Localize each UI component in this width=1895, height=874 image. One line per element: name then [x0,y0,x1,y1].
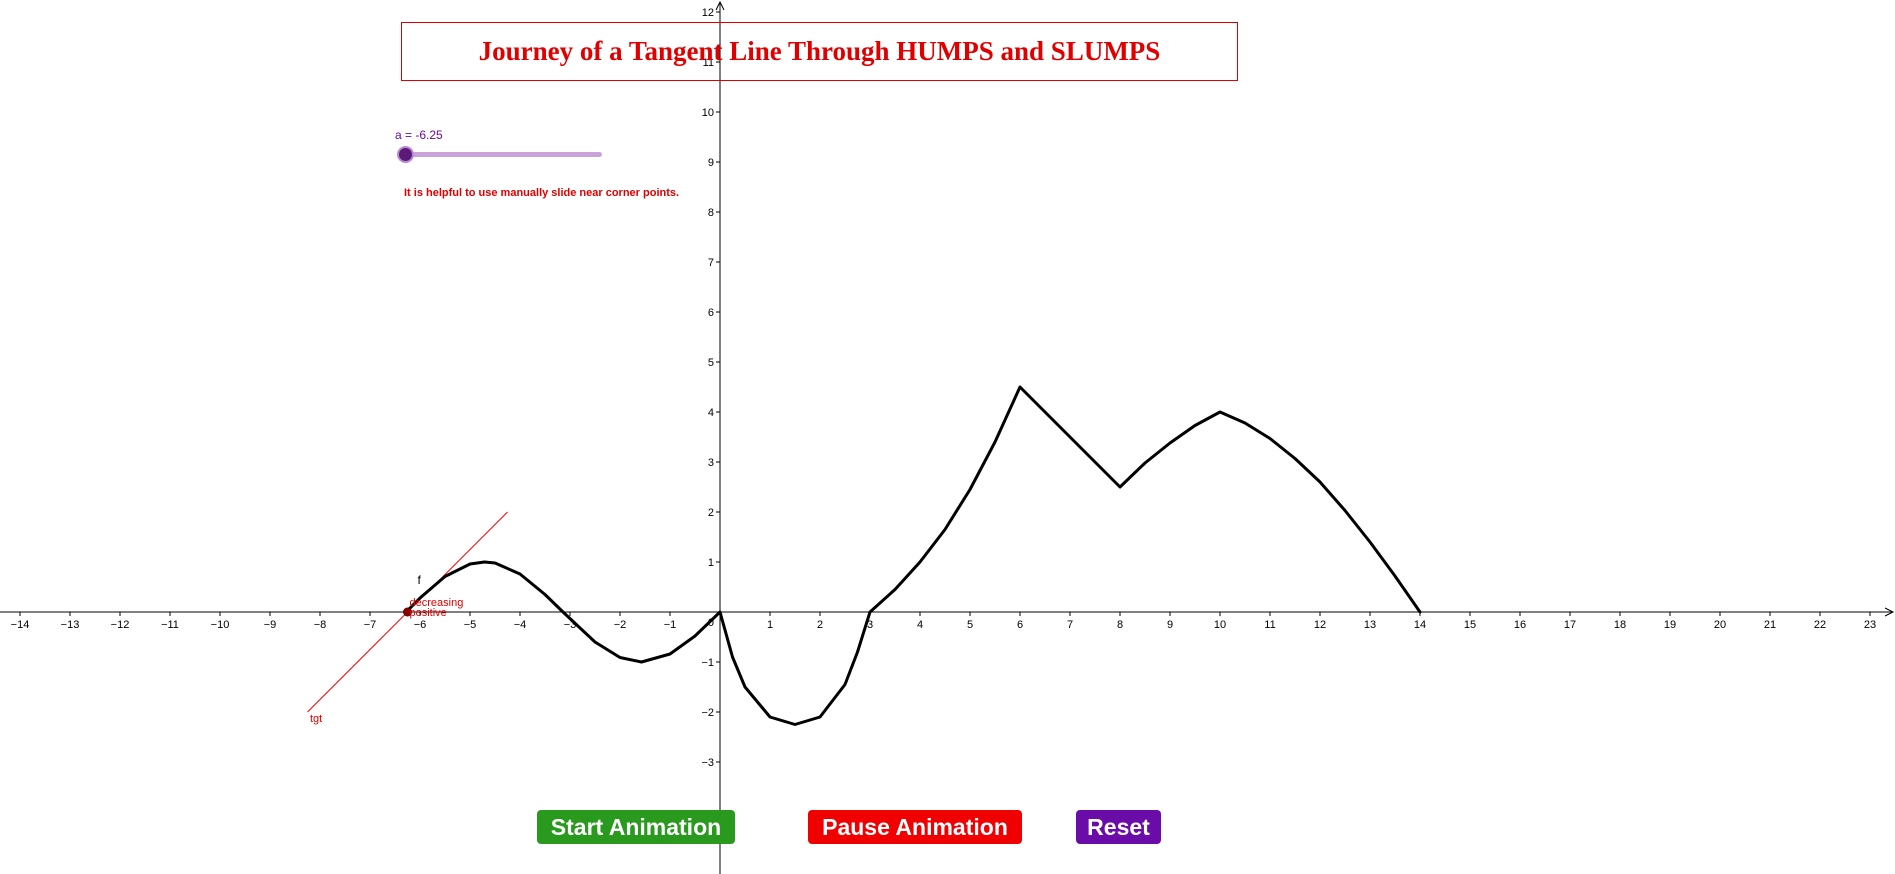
x-tick-label: 3 [867,619,873,631]
start-animation-button[interactable]: Start Animation [537,810,735,844]
x-tick-label: −7 [364,619,377,631]
y-tick-label: −1 [701,657,714,669]
y-tick-label: −2 [701,707,714,719]
x-axis-arrow [1884,607,1895,617]
x-tick-label: −4 [514,619,527,631]
x-tick-label: 15 [1464,619,1476,631]
x-tick-label: −10 [211,619,230,631]
x-tick-label: −12 [111,619,130,631]
hint-text: It is helpful to use manually slide near… [404,187,680,199]
x-tick-label: −11 [161,619,179,631]
x-tick-label: −1 [664,619,677,631]
y-tick-label: 1 [708,557,714,569]
x-tick-label: 12 [1314,619,1326,631]
tangent-point-layer[interactable] [403,607,412,617]
x-tick-label: 10 [1214,619,1226,631]
y-tick-label: 4 [708,407,714,419]
y-tick-label: −3 [701,757,714,769]
y-tick-label: 3 [708,457,714,469]
title-box: Journey of a Tangent Line Through HUMPS … [401,22,1238,81]
pause-animation-button[interactable]: Pause Animation [808,810,1022,844]
x-tick-label: 4 [917,619,923,631]
x-tick-label: 6 [1017,619,1023,631]
function-label: f [418,573,422,587]
x-tick-label: 7 [1067,619,1073,631]
x-tick-label: 18 [1614,619,1626,631]
axis-ticks: −14 −13 −12 −11 −10 −9 −8 −7 −6 −5 −4 −3 −2 −1 1 2 3 4 5 6 7… [11,7,1876,769]
x-tick-label: −13 [61,619,80,631]
y-tick-label: 11 [703,57,714,69]
y-tick-label: 9 [708,157,714,169]
x-tick-label: −5 [464,619,477,631]
x-tick-label: 2 [817,619,823,631]
x-tick-label: 5 [967,619,973,631]
y-tick-label: 6 [708,307,714,319]
x-tick-label: 22 [1814,619,1826,631]
x-tick-label: 14 [1414,619,1426,631]
origin-label: 0 [708,617,714,629]
y-tick-label: 10 [702,107,714,119]
y-axis-arrow [715,0,725,11]
y-tick-label: 8 [708,207,714,219]
slider-value-label: a = -6.25 [395,128,443,142]
x-tick-label: 23 [1864,619,1876,631]
x-tick-label: 8 [1117,619,1123,631]
x-tick-label: 9 [1167,619,1173,631]
x-tick-label: 16 [1514,619,1526,631]
sign-status-label: positive [410,607,447,619]
slider-handle[interactable] [397,146,414,163]
x-tick-label: 11 [1264,619,1275,631]
x-tick-label: 17 [1564,619,1576,631]
x-tick-label: 21 [1764,619,1776,631]
x-tick-label: 19 [1664,619,1676,631]
x-tick-label: −6 [414,619,427,631]
reset-button[interactable]: Reset [1076,810,1161,844]
x-tick-label: 1 [767,619,773,631]
x-tick-label: −8 [314,619,327,631]
y-tick-label: 2 [708,507,714,519]
page-title: Journey of a Tangent Line Through HUMPS … [478,36,1161,66]
x-tick-label: −9 [264,619,277,631]
x-tick-label: −14 [11,619,30,631]
function-curve [404,385,1422,726]
x-tick-label: 20 [1714,619,1726,631]
x-tick-label: −2 [614,619,627,631]
tangent-point[interactable] [403,607,412,617]
y-tick-label: 7 [708,257,714,269]
function-curve-layer [404,385,1422,726]
slope-status-label: decreasing [410,597,464,609]
tangent-label: tgt [310,713,322,725]
x-tick-label: 13 [1364,619,1376,631]
y-tick-label: 5 [708,357,714,369]
y-tick-label: 12 [702,7,714,19]
slider-track[interactable] [406,152,602,157]
